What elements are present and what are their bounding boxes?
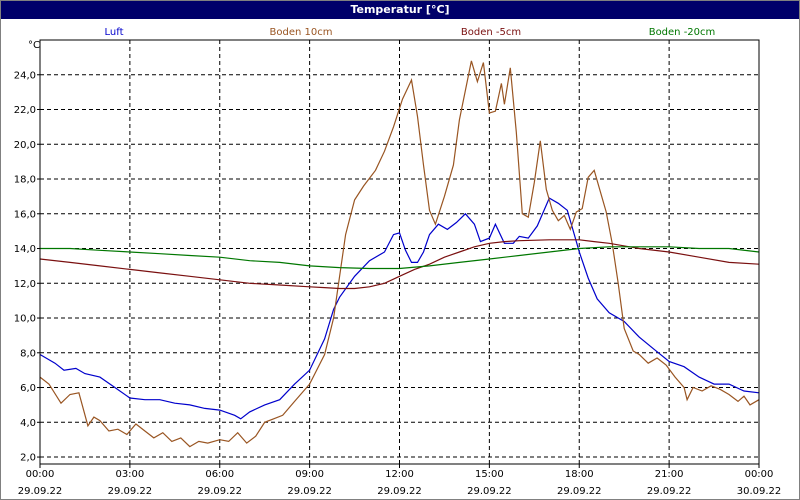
x-tick-date-label: 29.09.22 — [467, 486, 512, 497]
y-tick-label: 14,0 — [14, 244, 36, 255]
x-tick-time-label: 18:00 — [565, 469, 594, 480]
legend-entry: Boden -20cm — [649, 27, 716, 38]
y-tick-label: 18,0 — [14, 175, 36, 186]
x-tick-time-label: 06:00 — [205, 469, 234, 480]
legend: Luft Boden 10cm Boden -5cm Boden -20cm — [105, 27, 716, 38]
series-lines — [39, 60, 760, 448]
x-tick-time-label: 00:00 — [745, 469, 774, 480]
x-tick-time-label: 03:00 — [115, 469, 144, 480]
y-axis-label: °C — [28, 40, 40, 51]
y-tick-label: 24,0 — [14, 70, 36, 81]
x-tick-time-label: 15:00 — [475, 469, 504, 480]
legend-entry: Boden -5cm — [461, 27, 521, 38]
y-tick-label: 6,0 — [20, 383, 36, 394]
y-tick-label: 4,0 — [20, 418, 36, 429]
x-tick-time-label: 12:00 — [385, 469, 414, 480]
x-tick-time-label: 09:00 — [295, 469, 324, 480]
y-tick-label: 10,0 — [14, 314, 36, 325]
tick-labels: 2,0 4,0 6,0 8,0 10,0 12,0 14,0 16,0 18,0 20,0 22,0… — [14, 40, 782, 497]
y-tick-label: 20,0 — [14, 140, 36, 151]
y-tick-label: 22,0 — [14, 105, 36, 116]
legend-entry: Luft — [105, 27, 124, 38]
axes — [37, 39, 760, 468]
x-tick-time-label: 21:00 — [655, 469, 684, 480]
series-line-1 — [39, 197, 760, 420]
plot-border — [39, 39, 760, 465]
series-line-3 — [39, 239, 760, 290]
x-tick-date-label: 29.09.22 — [287, 486, 332, 497]
series-line-4 — [40, 246, 760, 270]
y-tick-label: 2,0 — [20, 453, 36, 464]
legend-entry: Boden 10cm — [270, 27, 333, 38]
x-tick-date-label: 29.09.22 — [18, 486, 63, 497]
y-tick-label: 16,0 — [14, 209, 36, 220]
y-tick-label: 8,0 — [20, 348, 36, 359]
temperature-chart: 2,0 4,0 6,0 8,0 10,0 12,0 14,0 16,0 18,0 20,0 22,0… — [14, 27, 782, 497]
x-tick-date-label: 29.09.22 — [108, 486, 153, 497]
x-tick-date-label: 29.09.22 — [197, 486, 242, 497]
y-tick-label: 12,0 — [14, 279, 36, 290]
x-tick-date-label: 29.09.22 — [557, 486, 602, 497]
x-tick-date-label: 29.09.22 — [647, 486, 692, 497]
grid-lines — [40, 40, 759, 464]
x-tick-time-label: 00:00 — [26, 469, 55, 480]
series-line-2 — [39, 60, 760, 448]
chart-title: Temperatur [°C] — [1, 1, 799, 19]
x-tick-date-label: 29.09.22 — [377, 486, 422, 497]
x-tick-date-label: 30.09.22 — [737, 486, 782, 497]
